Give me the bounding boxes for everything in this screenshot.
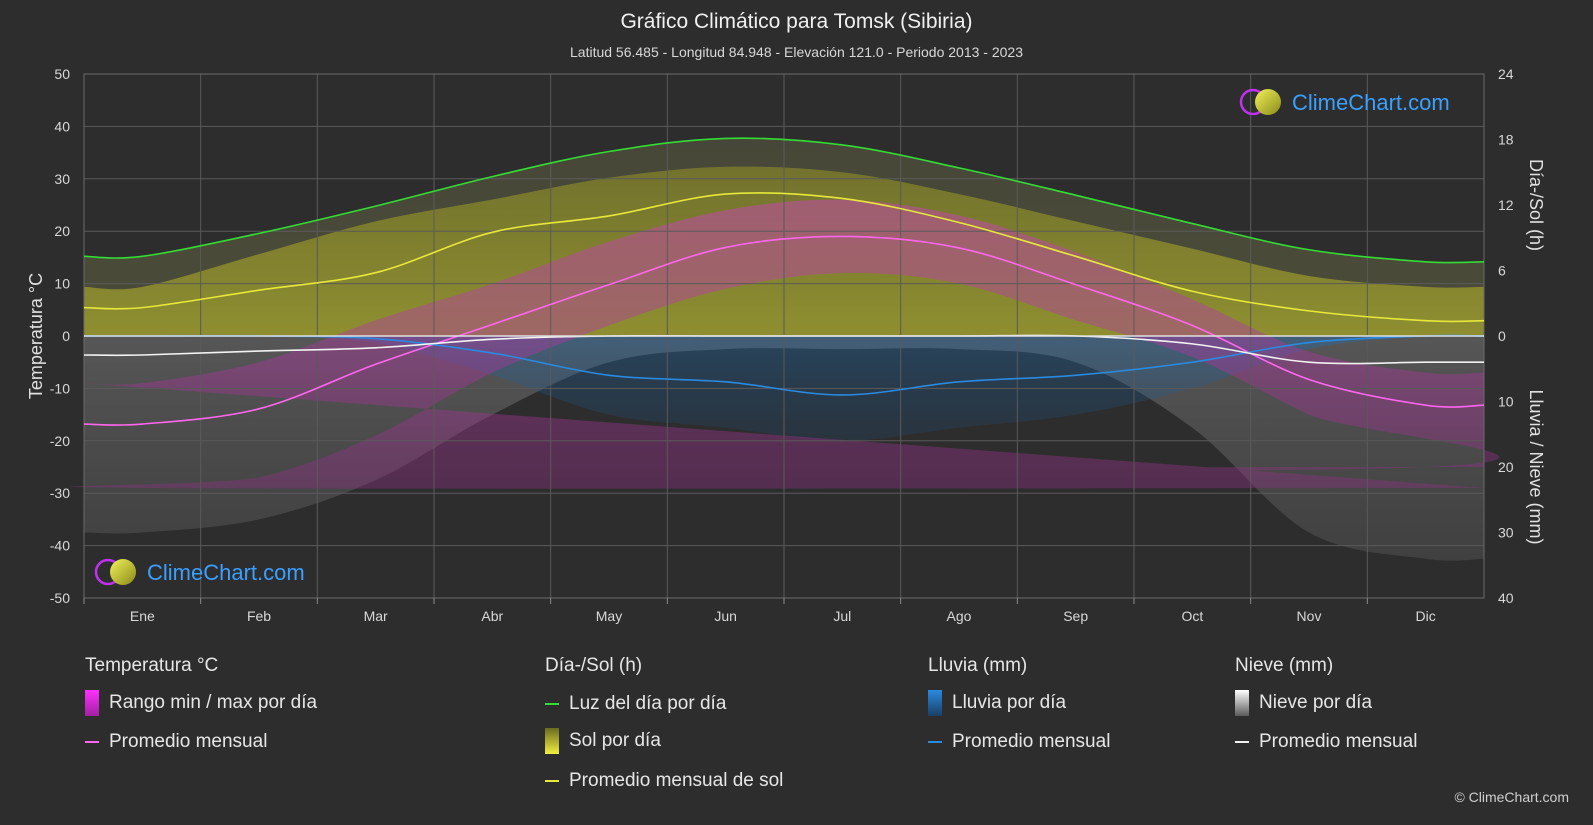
y-left-tick-label: 10 [54,276,70,292]
legend-temp-range-label: Rango min / max por día [109,692,318,713]
legend-rain-avg: Promedio mensual [928,731,1110,753]
legend-temp-avg: Promedio mensual [85,731,267,753]
legend-daylight-label: Luz del día por día [569,693,727,714]
x-tick-label: Jun [714,608,737,624]
y-left-tick-label: -30 [50,485,70,501]
x-tick-label: Mar [364,608,388,624]
legend-rain-daily: Lluvia por día [928,690,1066,716]
x-tick-label: Sep [1063,608,1088,624]
temp-range-swatch [85,690,99,716]
daylight-swatch [545,703,559,705]
legend-sun-header: Día-/Sol (h) [545,655,643,676]
legend-temp-avg-label: Promedio mensual [109,731,268,752]
temp-range-band [68,199,1500,489]
legend-rain-avg-label: Promedio mensual [952,731,1111,752]
legend-sun-avg-label: Promedio mensual de sol [569,770,784,791]
y-left-tick-label: -50 [50,590,70,606]
chart-subtitle: Latitud 56.485 - Longitud 84.948 - Eleva… [570,44,1023,60]
temp-avg-line [83,235,1485,426]
y-right-hours-tick-label: 6 [1498,263,1506,279]
temp-avg-swatch [85,741,99,743]
sunshine-avg-line [83,192,1485,323]
legend-snow-daily: Nieve por día [1235,690,1372,716]
legend-daylight: Luz del día por día [545,693,726,715]
x-tick-label: Jul [833,608,851,624]
legend-rain-header: Lluvia (mm) [928,655,1028,676]
copyright-text: © ClimeChart.com [1454,789,1569,805]
snow-avg-swatch [1235,741,1249,743]
y-left-tick-label: -40 [50,538,70,554]
watermark-top: ClimeChart.com [1239,88,1450,116]
x-tick-label: Ago [947,608,972,624]
watermark-sun-icon [1255,89,1281,115]
y-right-mm-tick-label: 30 [1498,525,1514,541]
x-tick-label: Ene [130,608,155,624]
y-left-tick-label: -10 [50,380,70,396]
sun-avg-swatch [545,780,559,782]
snow-swatch [1235,690,1249,716]
y-right-hours-tick-label: 0 [1498,328,1506,344]
y-left-tick-label: 30 [54,171,70,187]
legend-snow-daily-label: Nieve por día [1259,692,1373,713]
legend-snow-avg: Promedio mensual [1235,731,1417,753]
y-right-hours-tick-label: 18 [1498,132,1514,148]
x-tick-label: Abr [481,608,503,624]
watermark-text: ClimeChart.com [1292,90,1450,115]
y-left-tick-label: -20 [50,433,70,449]
y-left-tick-label: 20 [54,223,70,239]
y-right-hours-tick-label: 12 [1498,197,1514,213]
x-tick-label: Oct [1181,608,1203,624]
y-right-mm-tick-label: 10 [1498,394,1514,410]
x-tick-label: Dic [1416,608,1436,624]
legend-temp-header: Temperatura °C [85,655,219,676]
sunshine-swatch [545,728,559,754]
y-right-hours-axis-title: Día-/Sol (h) [1526,159,1546,251]
watermark-sun-icon [110,559,136,585]
y-right-mm-tick-label: 40 [1498,590,1514,606]
legend-rain-daily-label: Lluvia por día [952,692,1067,713]
daylight-line [83,137,1485,264]
watermark-bottom: ClimeChart.com [94,558,305,586]
rain-avg-swatch [928,741,942,743]
x-tick-label: Feb [247,608,271,624]
y-right-mm-tick-label: 20 [1498,459,1514,475]
y-left-tick-label: 50 [54,66,70,82]
y-left-tick-label: 0 [62,328,70,344]
chart-title: Gráfico Climático para Tomsk (Sibiria) [620,10,973,33]
y-left-tick-label: 40 [54,118,70,134]
y-left-axis-title: Temperatura °C [26,273,46,399]
legend-sun-avg: Promedio mensual de sol [545,770,783,792]
legend-snow-header: Nieve (mm) [1235,655,1334,676]
climate-chart: 50 40 30 20 10 0 -10 -20 -30 -40 -50 24 18 12 6 0 10 20 30… [26,66,1546,624]
y-right-mm-axis-title: Lluvia / Nieve (mm) [1526,389,1546,544]
legend-sunshine: Sol por día [545,728,661,754]
y-right-hours-tick-label: 24 [1498,66,1514,82]
legend-snow-avg-label: Promedio mensual [1259,731,1418,752]
watermark-text: ClimeChart.com [147,560,305,585]
x-tick-label: May [596,608,622,624]
legend-sunshine-label: Sol por día [569,730,661,751]
x-tick-label: Nov [1297,608,1322,624]
rain-swatch [928,690,942,716]
legend-temp-range: Rango min / max por día [85,690,317,716]
